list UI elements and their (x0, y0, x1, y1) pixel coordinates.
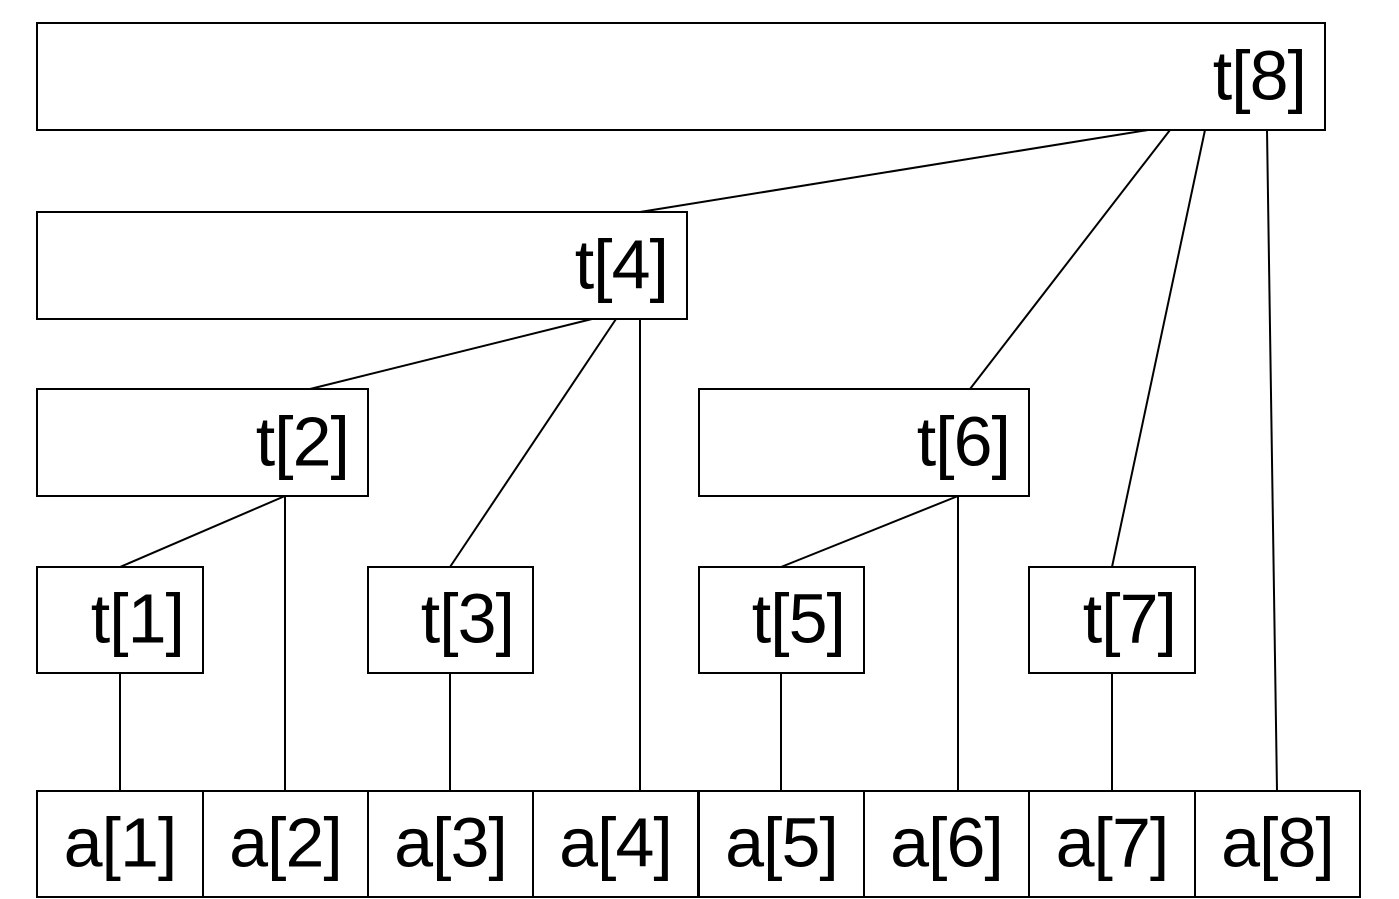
array-cell-label: a[3] (394, 803, 508, 882)
edge-t8-t7 (1111, 129, 1206, 568)
node-t6: t[6] (698, 388, 1030, 497)
array-cell-label: a[7] (1055, 803, 1170, 882)
node-t4: t[4] (36, 211, 688, 320)
array-cell-label: a[5] (725, 803, 839, 882)
array-cell-1: a[1] (36, 790, 204, 898)
node-t1-label: t[1] (90, 579, 185, 658)
edge-t4-t3 (449, 318, 617, 568)
node-t4-label: t[4] (574, 225, 669, 304)
array-cell-4: a[4] (532, 790, 699, 898)
edge-t8-t6 (969, 129, 1171, 390)
array-cell-label: a[8] (1221, 803, 1335, 882)
node-t2: t[2] (36, 388, 369, 497)
node-t1: t[1] (36, 566, 204, 674)
node-t3: t[3] (367, 566, 534, 674)
edge-t6-t5 (780, 495, 959, 568)
edge-t8-t4 (639, 129, 1149, 213)
array-cell-2: a[2] (202, 790, 369, 898)
edge-t4-t2 (309, 318, 593, 390)
array-cell-3: a[3] (367, 790, 534, 898)
edge-t8-a8 (1266, 129, 1278, 792)
array-cell-6: a[6] (863, 790, 1030, 898)
array-cell-label: a[6] (890, 803, 1004, 882)
node-t3-label: t[3] (420, 579, 515, 658)
edge-t2-t1 (119, 495, 286, 568)
array-cell-5: a[5] (698, 790, 865, 898)
array-cell-7: a[7] (1028, 790, 1196, 898)
node-t8-label: t[8] (1212, 36, 1307, 115)
array-cell-label: a[1] (63, 803, 178, 882)
node-t6-label: t[6] (916, 402, 1011, 481)
node-t7: t[7] (1028, 566, 1196, 674)
node-t5-label: t[5] (751, 579, 846, 658)
node-t5: t[5] (698, 566, 865, 674)
node-t7-label: t[7] (1082, 579, 1177, 658)
array-cell-label: a[4] (559, 803, 673, 882)
node-t8: t[8] (36, 22, 1326, 131)
node-t2-label: t[2] (255, 402, 350, 481)
array-cell-8: a[8] (1194, 790, 1361, 898)
array-cell-label: a[2] (229, 803, 343, 882)
